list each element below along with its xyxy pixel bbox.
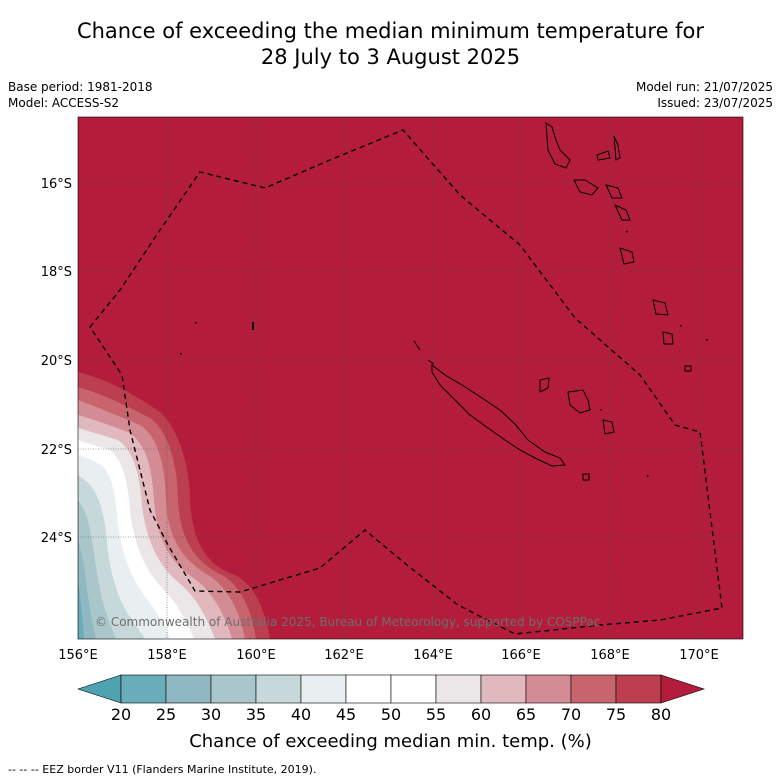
isle-of-pines xyxy=(582,473,590,481)
lat-label-24s: 24°S xyxy=(41,531,72,546)
colorbar-low-arrow xyxy=(77,674,122,704)
colorbar-segment xyxy=(165,674,212,704)
colorbar-tick-label: 55 xyxy=(426,705,446,724)
lon-label-164e: 164°E xyxy=(413,648,453,663)
colorbar-segment xyxy=(120,674,167,704)
lon-label-170e: 170°E xyxy=(679,648,719,663)
colorbar-segment xyxy=(615,674,662,704)
lat-label-20s: 20°S xyxy=(41,354,72,369)
lat-label-22s: 22°S xyxy=(41,443,72,458)
base-period-label: Base period: 1981-2018 xyxy=(8,80,153,94)
map-title: Chance of exceeding the median minimum t… xyxy=(0,18,781,70)
new-caledonia-island xyxy=(431,363,566,467)
colorbar-tick-label: 30 xyxy=(201,705,221,724)
lat-label-18s: 18°S xyxy=(41,265,72,280)
lon-label-162e: 162°E xyxy=(324,648,364,663)
colorbar-segment xyxy=(390,674,437,704)
copyright-text: © Commonwealth of Australia 2025, Bureau… xyxy=(95,615,600,629)
title-line-1: Chance of exceeding the median minimum t… xyxy=(76,19,705,43)
colorbar: 20 25 30 35 40 45 50 55 60 65 70 75 80 xyxy=(77,674,705,724)
lat-label-16s: 16°S xyxy=(41,177,72,192)
colorbar-tick-label: 20 xyxy=(111,705,131,724)
eez-footnote: -- -- -- EEZ border V11 (Flanders Marine… xyxy=(8,763,317,776)
colorbar-segment xyxy=(345,674,392,704)
band-20 xyxy=(78,580,84,639)
lon-label-160e: 160°E xyxy=(236,648,276,663)
meta-right: Model run: 21/07/2025 Issued: 23/07/2025 xyxy=(636,79,773,111)
belep-islands xyxy=(413,340,435,365)
colorbar-segment xyxy=(435,674,482,704)
colorbar-tick-label: 25 xyxy=(156,705,176,724)
colorbar-tick-label: 70 xyxy=(561,705,581,724)
model-run-label: Model run: 21/07/2025 xyxy=(635,80,773,94)
loyalty-islands xyxy=(539,377,615,435)
colorbar-tick-label: 65 xyxy=(516,705,536,724)
colorbar-tick-label: 45 xyxy=(336,705,356,724)
colorbar-tick-label: 40 xyxy=(291,705,311,724)
colorbar-tick-label: 75 xyxy=(606,705,626,724)
lon-axis: 156°E 158°E 160°E 162°E 164°E 166°E 168°… xyxy=(58,648,719,663)
issued-label: Issued: 23/07/2025 xyxy=(657,96,773,110)
eez-border xyxy=(89,129,723,635)
colorbar-segment xyxy=(210,674,257,704)
map-frame xyxy=(77,116,744,640)
model-label: Model: ACCESS-S2 xyxy=(8,96,120,110)
colorbar-segment xyxy=(525,674,572,704)
lon-label-158e: 158°E xyxy=(147,648,187,663)
colorbar-tick-label: 50 xyxy=(381,705,401,724)
colorbar-tick-label: 60 xyxy=(471,705,491,724)
title-line-2: 28 July to 3 August 2025 xyxy=(260,45,521,69)
colorbar-segments xyxy=(120,674,662,704)
colorbar-segment xyxy=(255,674,302,704)
colorbar-segment xyxy=(300,674,347,704)
vanuatu-islands xyxy=(545,122,692,372)
colorbar-title: Chance of exceeding median min. temp. (%… xyxy=(189,731,592,752)
colorbar-tick-label: 80 xyxy=(651,705,671,724)
colorbar-segment xyxy=(570,674,617,704)
band-25 xyxy=(78,540,96,639)
colorbar-segment xyxy=(480,674,527,704)
colorbar-high-arrow xyxy=(660,674,705,704)
lon-label-166e: 166°E xyxy=(501,648,541,663)
colorbar-ticks: 20 25 30 35 40 45 50 55 60 65 70 75 80 xyxy=(111,705,671,724)
gridlines xyxy=(78,117,743,639)
colorbar-tick-label: 35 xyxy=(246,705,266,724)
map-panel: © Commonwealth of Australia 2025, Bureau… xyxy=(78,117,743,639)
lon-label-168e: 168°E xyxy=(590,648,630,663)
lon-label-156e: 156°E xyxy=(58,648,98,663)
lat-axis: 16°S 18°S 20°S 22°S 24°S xyxy=(41,177,72,546)
meta-left: Base period: 1981-2018 Model: ACCESS-S2 xyxy=(8,79,153,111)
